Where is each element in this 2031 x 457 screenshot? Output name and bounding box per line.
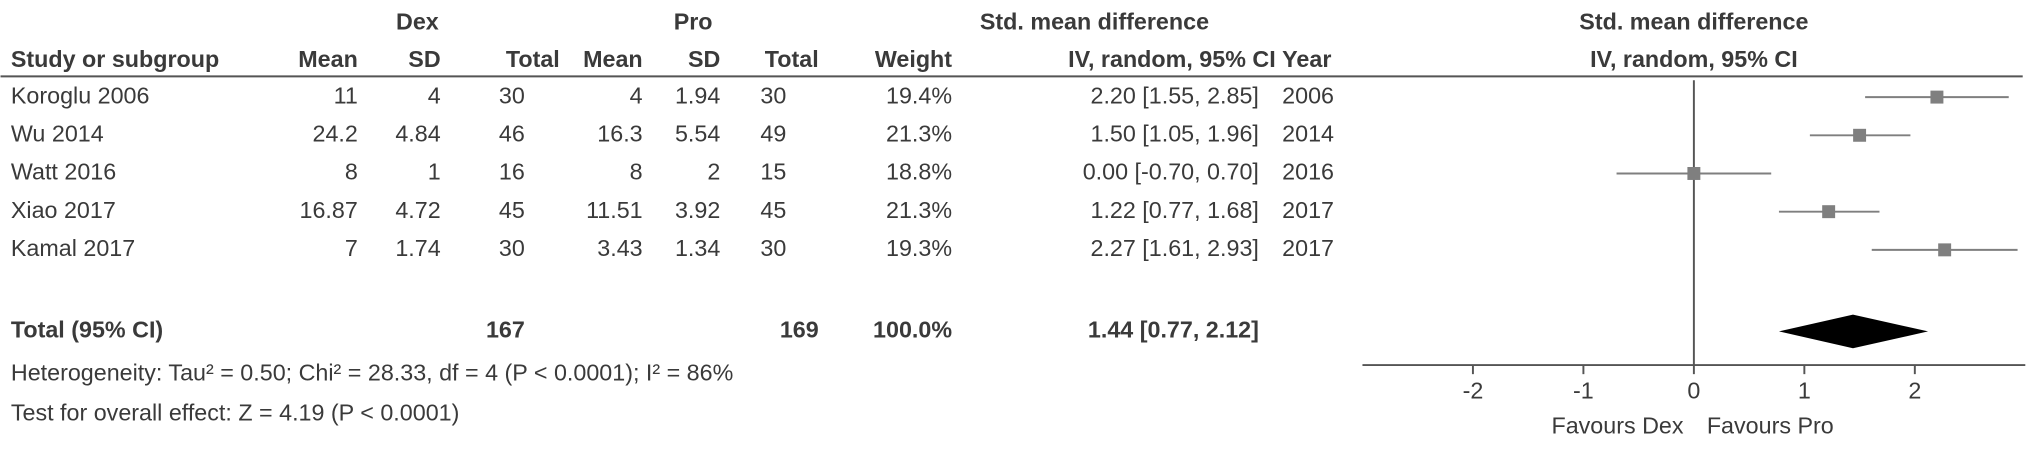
total-label: Total (95% CI) [11,317,163,343]
ci-text: 1.22 [0.77, 1.68] [1090,197,1258,223]
pro-cell: 49 [760,120,786,146]
x-tick-label: -2 [1463,377,1484,403]
weight: 18.8% [886,159,952,185]
weight: 19.3% [886,235,952,261]
dex-cell: 46 [499,120,525,146]
weight: 21.3% [886,120,952,146]
study-name: Koroglu 2006 [11,82,150,108]
dex-cell: 16.87 [300,197,358,223]
pro-cell: 8 [630,159,643,185]
pro-cell: 45 [760,197,786,223]
study-name: Watt 2016 [11,159,116,185]
ci-text: 0.00 [-0.70, 0.70] [1083,159,1259,185]
x-tick-label: 0 [1687,377,1700,403]
total-n: 167 [486,317,525,343]
study-name: Xiao 2017 [11,197,116,223]
dex-cell: 16 [499,159,525,185]
pro-cell: 3.92 [675,197,720,223]
column-header: IV, random, 95% CI [1068,46,1276,72]
dex-cell: 30 [499,82,525,108]
total-n: 169 [780,317,819,343]
ci-text: 2.27 [1.61, 2.93] [1090,235,1258,261]
total-diamond [1778,314,1929,349]
dex-cell: 4.84 [395,120,440,146]
plot-title: Std. mean difference [1579,8,1808,34]
total-weight: 100.0% [873,317,952,343]
pro-cell: 1.94 [675,82,720,108]
pro-cell: 2 [707,159,720,185]
total-ci: 1.44 [0.77, 2.12] [1088,317,1259,343]
pro-cell: 5.54 [675,120,720,146]
column-header: Weight [875,46,952,72]
effect-header: Std. mean difference [980,8,1209,34]
pro-cell: 1.34 [675,235,720,261]
estimate-marker [1687,167,1701,180]
dex-cell: 45 [499,197,525,223]
dex-cell: 1.74 [395,235,440,261]
study-name: Wu 2014 [11,120,104,146]
dex-cell: 8 [345,159,358,185]
group-header: Dex [396,8,439,34]
column-header: Total [765,46,819,72]
dex-cell: 30 [499,235,525,261]
column-header: Total [506,46,560,72]
estimate-marker [1822,205,1836,219]
x-label-right: Favours Pro [1707,412,1834,438]
x-label-left: Favours Dex [1551,412,1683,438]
dex-cell: 11 [334,82,358,108]
column-header: Study or subgroup [11,46,219,72]
column-header: SD [408,46,440,72]
ci-text: 2.20 [1.55, 2.85] [1090,82,1258,108]
column-header: Year [1282,46,1331,72]
pro-cell: 30 [760,235,786,261]
year: 2016 [1282,159,1334,185]
dex-cell: 1 [428,159,441,185]
weight: 21.3% [886,197,952,223]
pro-cell: 16.3 [597,120,642,146]
year: 2017 [1282,197,1334,223]
pro-cell: 15 [760,159,786,185]
year: 2006 [1282,82,1334,108]
estimate-marker [1938,243,1952,257]
heterogeneity: Heterogeneity: Tau² = 0.50; Chi² = 28.33… [11,359,733,385]
pro-cell: 11.51 [586,197,643,223]
pro-cell: 4 [630,82,643,108]
dex-cell: 4.72 [395,197,440,223]
overall-effect: Test for overall effect: Z = 4.19 (P < 0… [11,399,460,425]
x-tick-label: 2 [1908,377,1921,403]
year: 2014 [1282,120,1334,146]
estimate-marker [1853,128,1867,142]
column-header: SD [688,46,720,72]
ci-text: 1.50 [1.05, 1.96] [1090,120,1258,146]
x-tick-label: 1 [1798,377,1811,403]
dex-cell: 4 [428,82,441,108]
study-name: Kamal 2017 [11,235,135,261]
estimate-marker [1930,90,1944,104]
group-header: Pro [674,8,713,34]
dex-cell: 7 [345,235,358,261]
pro-cell: 3.43 [597,235,642,261]
pro-cell: 30 [760,82,786,108]
plot-subtitle: IV, random, 95% CI [1590,46,1798,72]
dex-cell: 24.2 [312,120,357,146]
weight: 19.4% [886,82,952,108]
column-header: Mean [583,46,643,72]
x-tick-label: -1 [1573,377,1594,403]
column-header: Mean [298,46,358,72]
year: 2017 [1282,235,1334,261]
